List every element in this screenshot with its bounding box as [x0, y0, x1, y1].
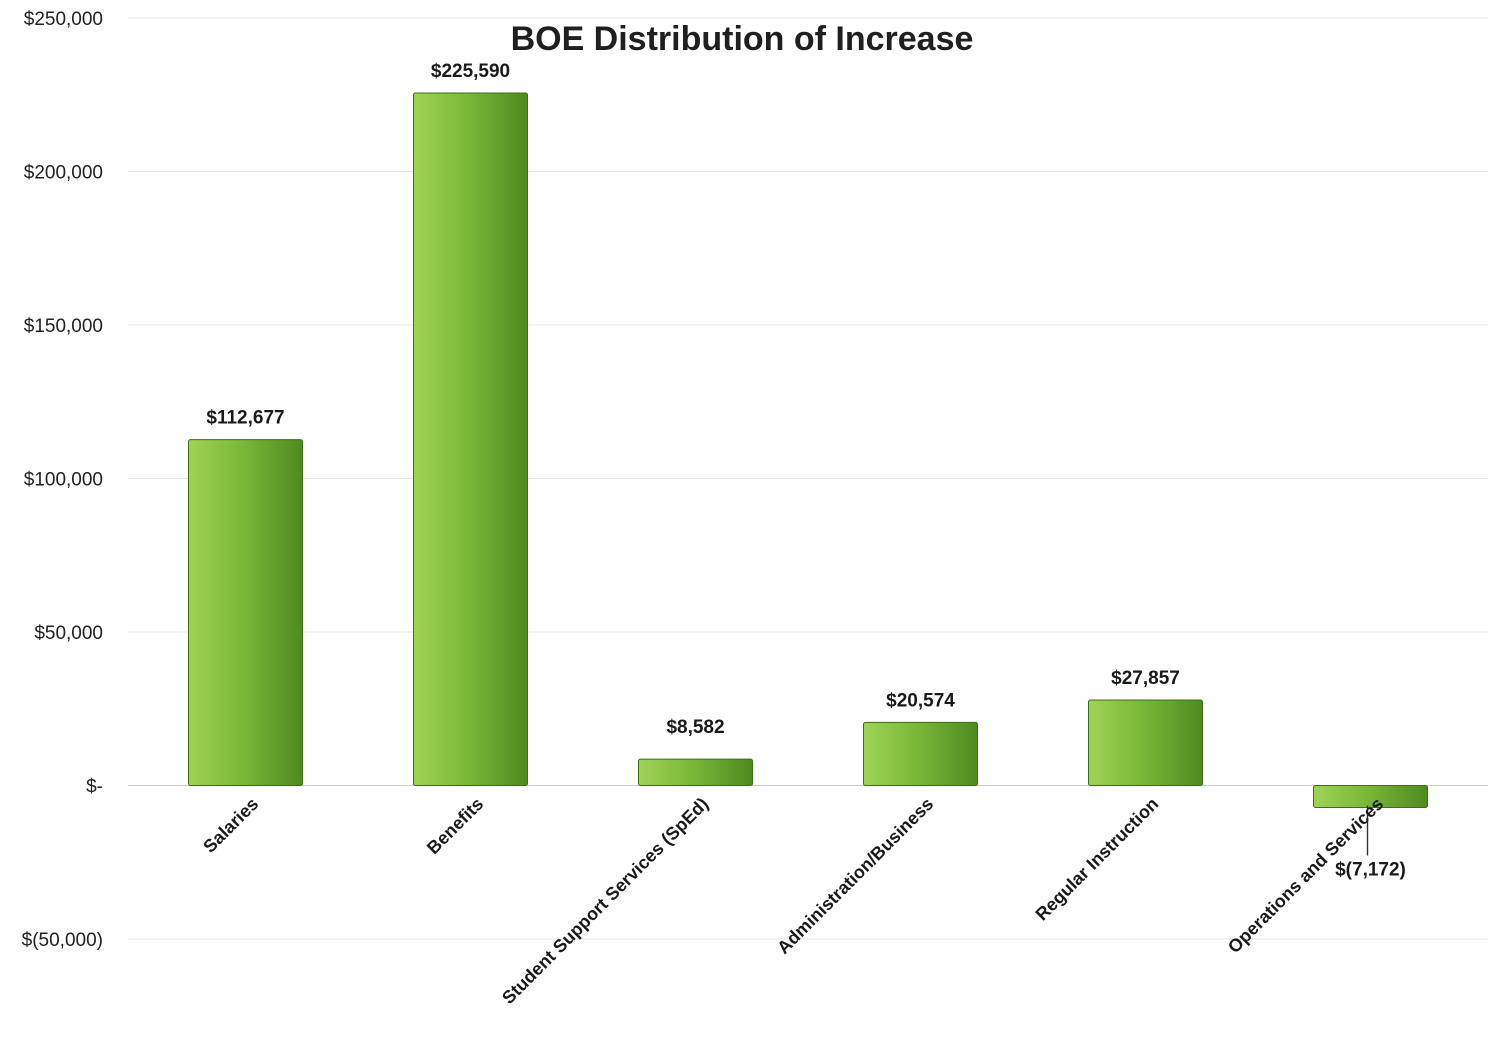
chart-title: BOE Distribution of Increase [511, 20, 974, 58]
x-tick-label: Administration/Business [773, 794, 937, 958]
x-tick-label: Benefits [423, 794, 487, 858]
data-label: $20,574 [886, 690, 955, 711]
data-label: $112,677 [206, 408, 284, 429]
bar [1088, 699, 1203, 786]
x-axis-ticks: Salaries Benefits Student Support Services… [199, 794, 1387, 1008]
x-tick-label: Student Support Services (SpEd) [498, 794, 712, 1008]
y-tick-label: $200,000 [24, 163, 103, 184]
bar [638, 758, 753, 786]
y-tick-label: $250,000 [24, 9, 103, 30]
y-tick-label: $50,000 [34, 623, 103, 644]
y-tick-label: $150,000 [24, 316, 103, 337]
y-tick-label: $- [86, 777, 103, 798]
data-labels: $112,677 $225,590 $8,582 $20,574 $27,857 $(7,… [206, 61, 1405, 881]
y-tick-label: $(50,000) [22, 930, 103, 951]
x-tick-label: Regular Instruction [1032, 794, 1163, 925]
y-tick-label: $100,000 [24, 470, 103, 491]
bar [188, 439, 303, 786]
data-label: $8,582 [666, 717, 724, 738]
y-axis-ticks: $250,000 $200,000 $150,000 $100,000 $50,000 $… [22, 9, 103, 951]
data-label: $225,590 [431, 61, 510, 82]
bars [188, 92, 1428, 809]
x-tick-label: Salaries [199, 794, 262, 857]
bar [1313, 785, 1428, 809]
bar [413, 92, 528, 786]
data-label: $27,857 [1111, 668, 1180, 689]
data-label: $(7,172) [1335, 860, 1406, 881]
bar [863, 721, 978, 787]
gridlines [128, 17, 1488, 940]
